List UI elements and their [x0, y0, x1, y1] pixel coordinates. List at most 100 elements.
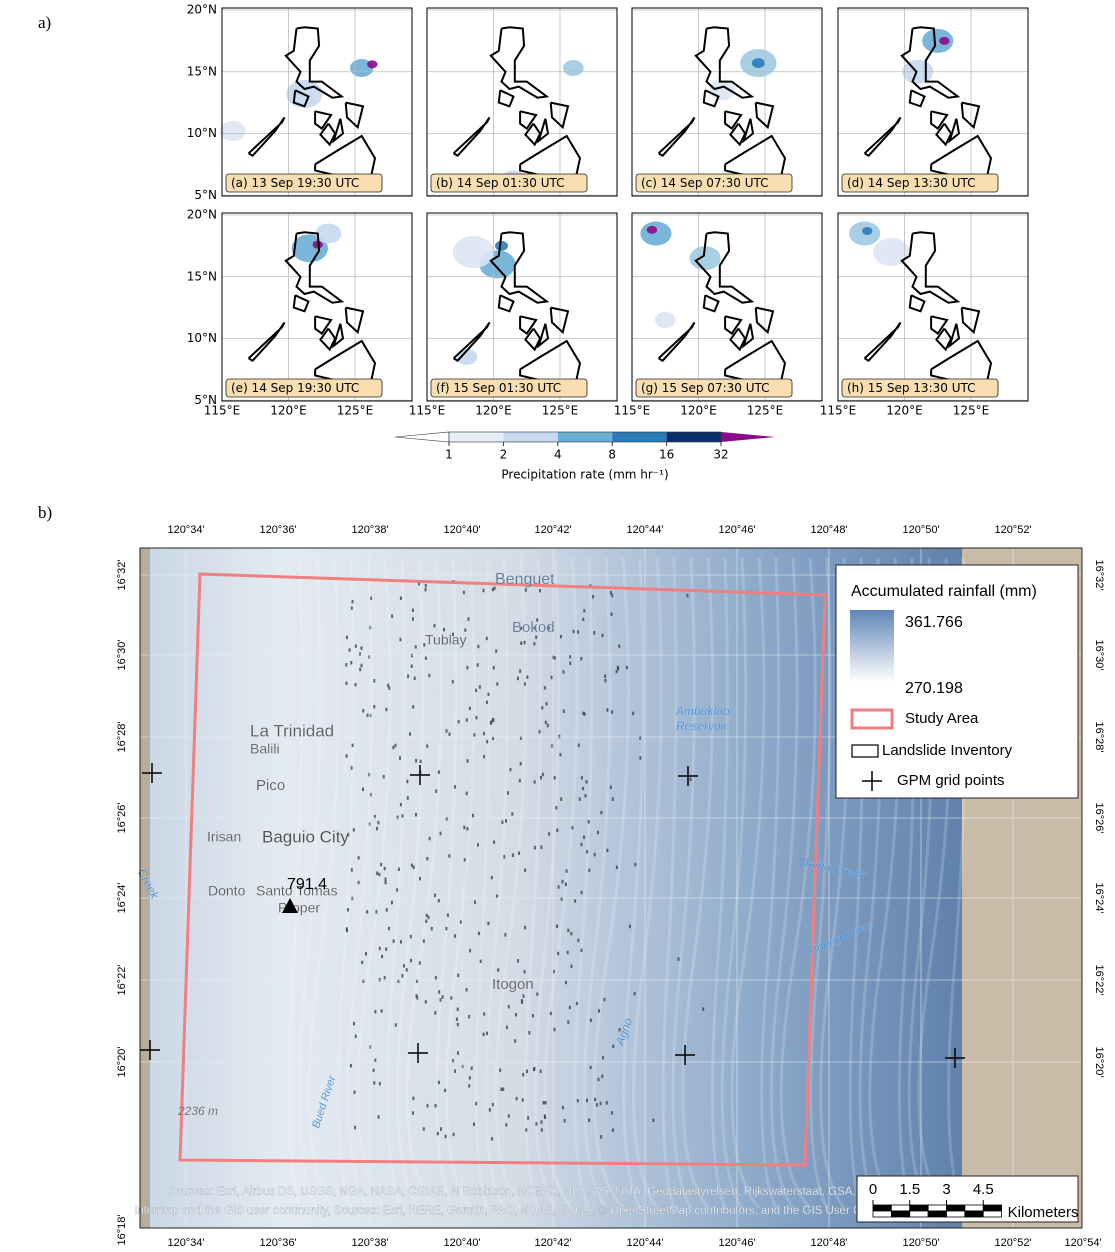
landslide [374, 1059, 376, 1063]
landslide [411, 665, 413, 669]
landslide [403, 964, 405, 968]
landslide [411, 654, 413, 658]
landslide [407, 675, 409, 679]
landslide [415, 645, 417, 649]
landslide [399, 638, 401, 642]
landslide [492, 719, 494, 723]
landslide [450, 996, 452, 1000]
landslide [540, 776, 542, 780]
landslide [358, 881, 360, 885]
legend-ramp [850, 610, 894, 682]
precip-map: (g) 15 Sep 07:30 UTC115°E120°E125°E [614, 213, 822, 418]
landslide [581, 776, 583, 780]
landslide [554, 776, 556, 780]
landslide [533, 1068, 535, 1072]
landslide [563, 710, 565, 714]
legend-max: 361.766 [905, 614, 963, 631]
landslide [346, 754, 348, 758]
landslide [406, 780, 408, 784]
precip-map: (b) 14 Sep 01:30 UTC [427, 8, 617, 196]
lat-tick-label: 16°22' [116, 965, 128, 996]
landslide [379, 947, 381, 951]
landslide [512, 854, 514, 858]
landslide [583, 609, 585, 613]
landslide [504, 933, 506, 937]
landslide [469, 949, 471, 953]
landslide [600, 811, 602, 815]
landslide [457, 1023, 459, 1027]
place-label: Baguio City [262, 827, 349, 846]
landslide [586, 780, 588, 784]
landslide [479, 685, 481, 689]
rain-area [939, 37, 949, 45]
landslide [501, 821, 503, 825]
place-label: Ambuklao [675, 704, 730, 718]
landslide [400, 940, 402, 944]
landslide [427, 1104, 429, 1108]
landslide [474, 900, 476, 904]
landslide [486, 740, 488, 744]
lat-tick-label: 15°N [187, 269, 217, 283]
lon-tick-label: 120°40' [443, 1237, 480, 1249]
landslide [391, 901, 393, 905]
landslide [690, 778, 692, 782]
landslide [381, 955, 383, 959]
lon-tick-label: 120°52' [994, 1237, 1031, 1249]
precip-map: (h) 15 Sep 13:30 UTC115°E120°E125°E [820, 213, 1028, 418]
legend-item: Study Area [905, 710, 979, 727]
landslide [467, 827, 469, 831]
scale-tick-label: 0 [869, 1181, 877, 1198]
landslide [534, 846, 536, 850]
landslide [412, 1111, 414, 1115]
lat-tick-label: 16°20' [1093, 1047, 1105, 1078]
landslide [540, 1070, 542, 1074]
landslide [362, 788, 364, 792]
landslide [590, 1066, 592, 1070]
landslide [522, 1098, 524, 1102]
landslide [377, 821, 379, 825]
landslide [415, 759, 417, 763]
landslide [634, 863, 636, 867]
landslide [447, 914, 449, 918]
landslide [456, 1018, 458, 1022]
landslide [401, 974, 403, 978]
landslide [554, 1028, 556, 1032]
landslide [376, 872, 378, 876]
landslide [524, 869, 526, 873]
scale-segment [891, 1205, 909, 1211]
landslide [410, 959, 412, 963]
landslide [556, 829, 558, 833]
lon-tick-label: 115°E [409, 404, 446, 418]
landslide [505, 1123, 507, 1127]
place-label: Irisan [207, 829, 241, 845]
landslide [598, 1009, 600, 1013]
landslide [400, 803, 402, 807]
landslide [495, 649, 497, 653]
lon-tick-label: 120°38' [351, 524, 388, 536]
landslide [414, 677, 416, 681]
landslide [385, 881, 387, 885]
legend-title: Accumulated rainfall (mm) [851, 583, 1037, 600]
colorbar-segment [612, 432, 666, 442]
landslide [556, 925, 558, 929]
lon-tick-label: 120°50' [902, 1237, 939, 1249]
rain-area [640, 222, 671, 246]
scale-segment [928, 1205, 946, 1211]
landslide [374, 1010, 376, 1014]
precip-map: (a) 13 Sep 19:30 UTC20°N15°N10°N5°N [187, 3, 412, 202]
landslide [571, 826, 573, 830]
landslide [361, 664, 363, 668]
lon-tick-label: 120°38' [351, 1237, 388, 1249]
landslide [426, 744, 428, 748]
landslide [592, 595, 594, 599]
scale-segment [947, 1205, 965, 1211]
landslide [574, 899, 576, 903]
landslide [678, 957, 680, 961]
landslide [558, 885, 560, 889]
landslide [611, 1111, 613, 1115]
landslide [412, 617, 414, 621]
landslide [346, 636, 348, 640]
legend: Accumulated rainfall (mm)361.766270.198S… [836, 565, 1078, 798]
landslide [581, 891, 583, 895]
landslide [385, 708, 387, 712]
